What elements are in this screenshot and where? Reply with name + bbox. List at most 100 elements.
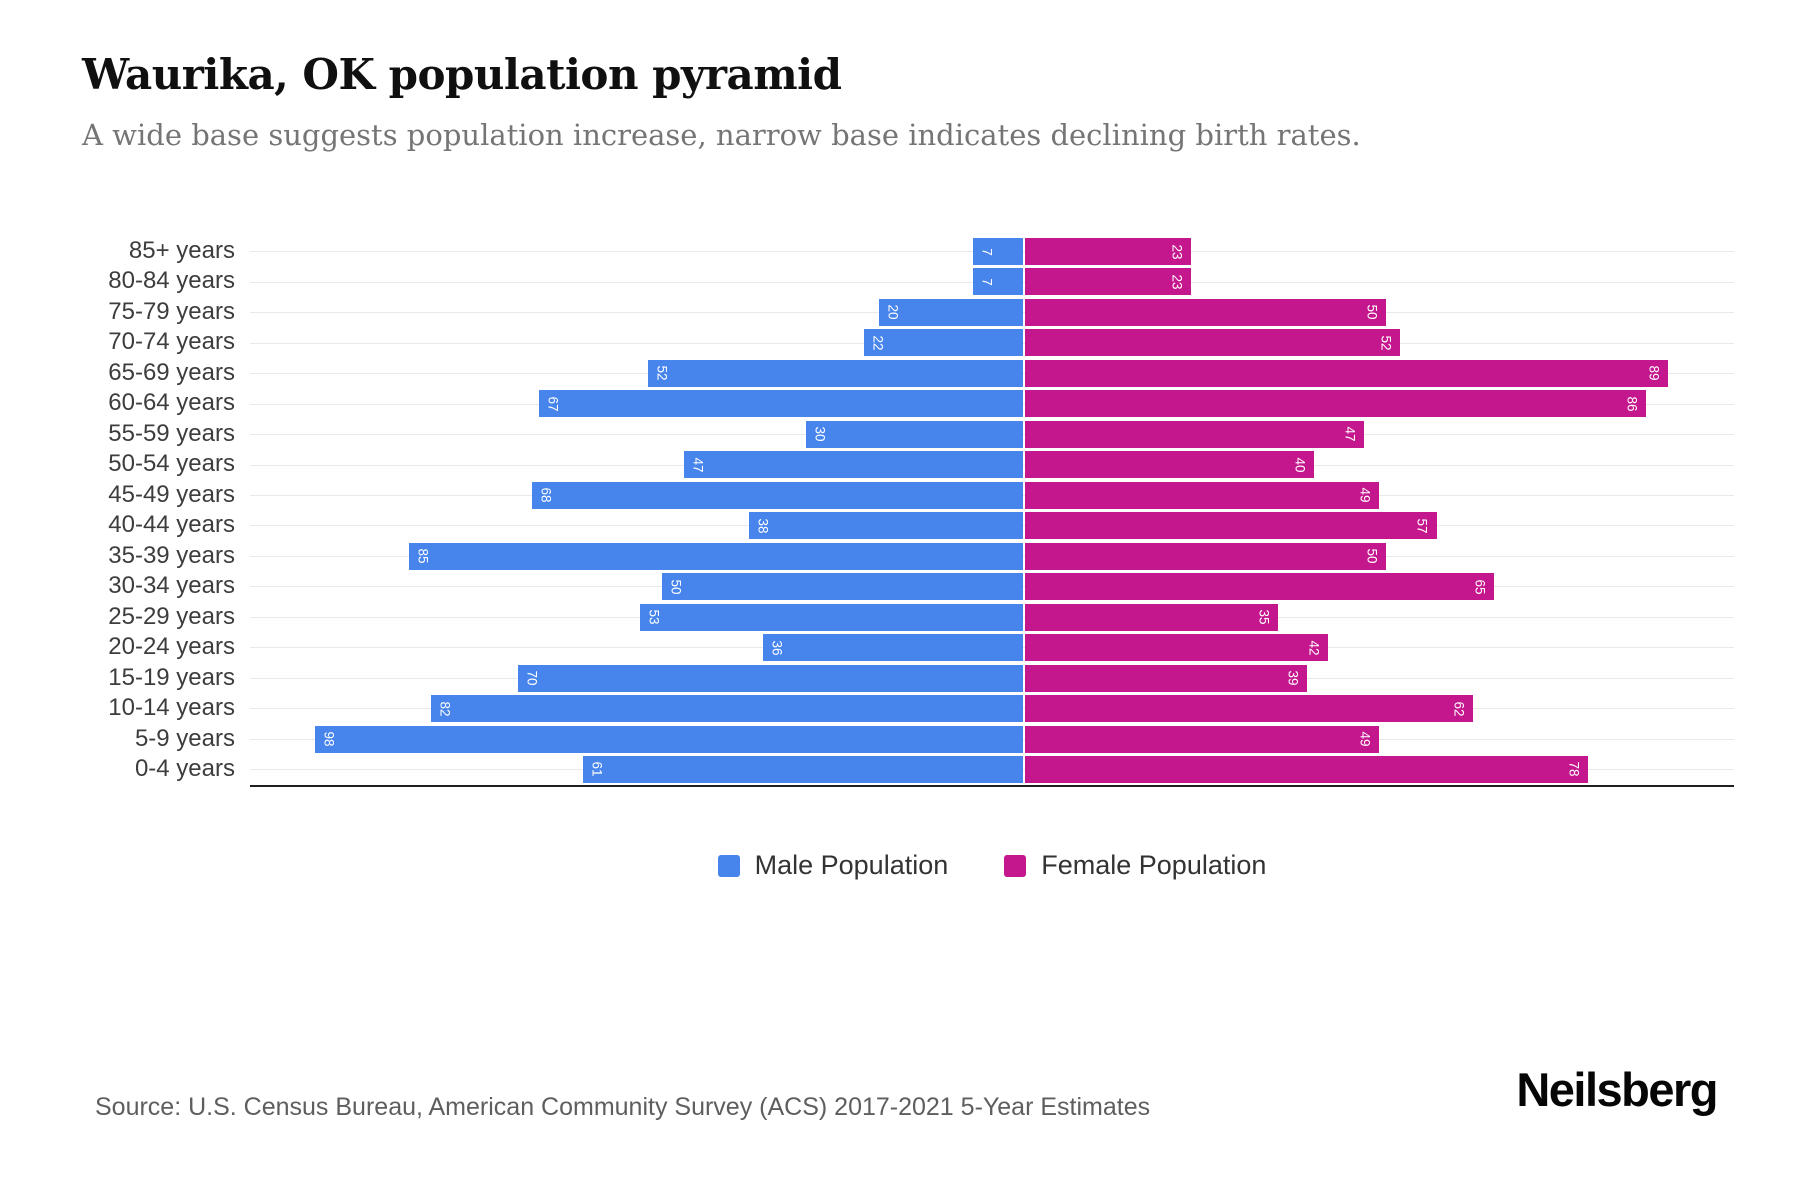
legend-item-female[interactable]: Female Population [1004, 850, 1266, 881]
female-bar-value: 62 [1451, 701, 1467, 717]
female-bar: 40 [1025, 451, 1314, 479]
age-group-label: 5-9 years [134, 724, 235, 752]
age-group-label: 70-74 years [108, 328, 235, 356]
female-bar: 65 [1025, 573, 1495, 601]
female-bar-value: 65 [1472, 579, 1488, 595]
female-bar: 49 [1025, 725, 1379, 753]
pyramid-row: 20-24 years 36 42 [0, 632, 1800, 663]
male-bar: 20 [878, 298, 1023, 326]
male-legend-label: Male Population [754, 850, 949, 880]
male-bar: 30 [806, 420, 1023, 448]
age-group-label: 80-84 years [108, 267, 235, 295]
male-bar-value: 20 [885, 304, 901, 320]
pyramid-row: 50-54 years 47 40 [0, 449, 1800, 480]
pyramid-row: 70-74 years 22 52 [0, 327, 1800, 358]
female-bar-value: 49 [1357, 731, 1373, 747]
male-legend-swatch [717, 854, 740, 877]
female-bar: 49 [1025, 481, 1379, 509]
female-bar-value: 39 [1285, 670, 1301, 686]
age-group-label: 55-59 years [108, 419, 235, 447]
age-group-label: 45-49 years [108, 480, 235, 508]
female-bar: 89 [1025, 359, 1668, 387]
male-bar: 47 [683, 451, 1023, 479]
pyramid-row: 25-29 years 53 35 [0, 602, 1800, 633]
legend: Male Population Female Population [250, 850, 1734, 881]
pyramid-row: 55-59 years 30 47 [0, 419, 1800, 450]
age-group-label: 30-34 years [108, 572, 235, 600]
female-bar-value: 50 [1364, 304, 1380, 320]
source-text: Source: U.S. Census Bureau, American Com… [95, 1093, 1151, 1121]
pyramid-row: 60-64 years 67 86 [0, 388, 1800, 419]
age-group-label: 0-4 years [134, 754, 235, 782]
age-group-label: 40-44 years [108, 511, 235, 539]
female-bar: 52 [1025, 329, 1401, 357]
female-bar: 23 [1025, 268, 1192, 296]
male-bar: 7 [972, 238, 1023, 265]
pyramid-row: 15-19 years 70 39 [0, 663, 1800, 694]
pyramid-row: 80-84 years 7 23 [0, 266, 1800, 297]
male-bar-value: 67 [545, 396, 561, 412]
male-bar-value: 7 [979, 278, 994, 286]
male-bar: 36 [763, 634, 1023, 662]
female-bar: 50 [1025, 298, 1386, 326]
female-bar: 35 [1025, 603, 1278, 631]
male-bar: 53 [640, 603, 1023, 631]
female-bar: 42 [1025, 634, 1329, 662]
female-bar-value: 42 [1306, 640, 1322, 656]
male-bar-value: 68 [538, 487, 554, 503]
age-group-label: 50-54 years [108, 450, 235, 478]
male-bar: 22 [864, 329, 1023, 357]
age-group-label: 75-79 years [108, 297, 235, 325]
male-bar-value: 47 [690, 457, 706, 473]
female-legend-swatch [1004, 854, 1027, 877]
female-bar: 86 [1025, 390, 1646, 418]
female-bar-value: 50 [1364, 548, 1380, 564]
male-bar: 98 [315, 725, 1023, 753]
male-bar-value: 52 [654, 365, 670, 381]
male-bar: 70 [517, 664, 1023, 692]
pyramid-row: 10-14 years 82 62 [0, 693, 1800, 724]
male-bar: 68 [532, 481, 1023, 509]
male-bar: 85 [409, 542, 1023, 570]
male-bar: 61 [582, 755, 1023, 783]
male-bar-value: 85 [415, 548, 431, 564]
pyramid-row: 5-9 years 98 49 [0, 724, 1800, 755]
male-bar-value: 36 [769, 640, 785, 656]
male-bar-value: 61 [589, 761, 605, 777]
female-bar-value: 47 [1342, 426, 1358, 442]
male-bar-value: 22 [870, 335, 886, 351]
brand-logo: Neilsberg [1516, 1063, 1718, 1116]
female-bar-value: 23 [1169, 243, 1185, 260]
male-bar: 52 [647, 359, 1023, 387]
pyramid-row: 65-69 years 52 89 [0, 358, 1800, 389]
male-bar-value: 50 [668, 579, 684, 595]
pyramid-row: 0-4 years 61 78 [0, 754, 1800, 785]
chart-title: Waurika, OK population pyramid [82, 50, 842, 99]
female-bar: 78 [1025, 755, 1589, 783]
age-group-label: 25-29 years [108, 602, 235, 630]
pyramid-row: 40-44 years 38 57 [0, 510, 1800, 541]
female-bar: 39 [1025, 664, 1307, 692]
male-bar: 67 [539, 390, 1023, 418]
female-bar-value: 78 [1566, 761, 1582, 777]
population-pyramid-chart: 85+ years 7 23 80-84 years 7 23 75-79 years 20 5… [0, 236, 1800, 796]
female-bar: 62 [1025, 695, 1473, 723]
male-bar-value: 53 [646, 609, 662, 625]
female-bar-value: 89 [1646, 365, 1662, 381]
age-group-label: 10-14 years [108, 694, 235, 722]
age-group-label: 35-39 years [108, 541, 235, 569]
female-bar-value: 49 [1357, 487, 1373, 503]
male-bar-value: 38 [755, 518, 771, 534]
male-bar-value: 98 [321, 731, 337, 747]
female-bar: 57 [1025, 512, 1437, 540]
pyramid-row: 30-34 years 50 65 [0, 571, 1800, 602]
pyramid-row: 85+ years 7 23 [0, 236, 1800, 267]
legend-item-male[interactable]: Male Population [717, 850, 949, 881]
male-bar: 82 [431, 695, 1023, 723]
male-bar-value: 82 [437, 701, 453, 717]
female-legend-label: Female Population [1041, 850, 1267, 880]
male-bar-value: 70 [524, 670, 540, 686]
age-group-label: 15-19 years [108, 663, 235, 691]
male-bar-value: 30 [812, 426, 828, 442]
